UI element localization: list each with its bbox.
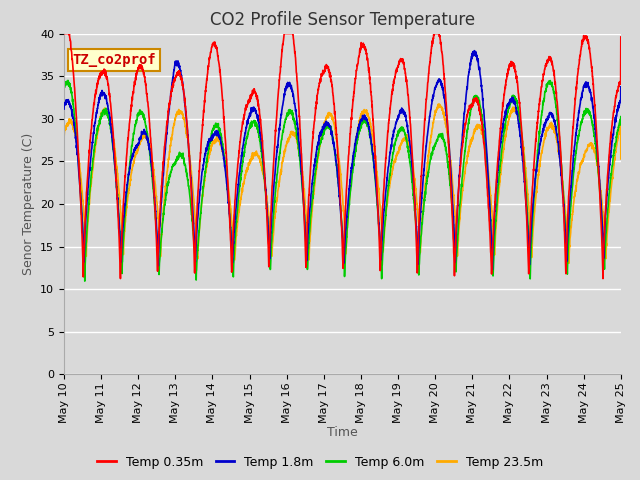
Y-axis label: Senor Temperature (C): Senor Temperature (C) bbox=[22, 133, 35, 275]
Legend: Temp 0.35m, Temp 1.8m, Temp 6.0m, Temp 23.5m: Temp 0.35m, Temp 1.8m, Temp 6.0m, Temp 2… bbox=[92, 451, 548, 474]
Title: CO2 Profile Sensor Temperature: CO2 Profile Sensor Temperature bbox=[210, 11, 475, 29]
X-axis label: Time: Time bbox=[327, 426, 358, 439]
Text: TZ_co2prof: TZ_co2prof bbox=[72, 53, 156, 67]
